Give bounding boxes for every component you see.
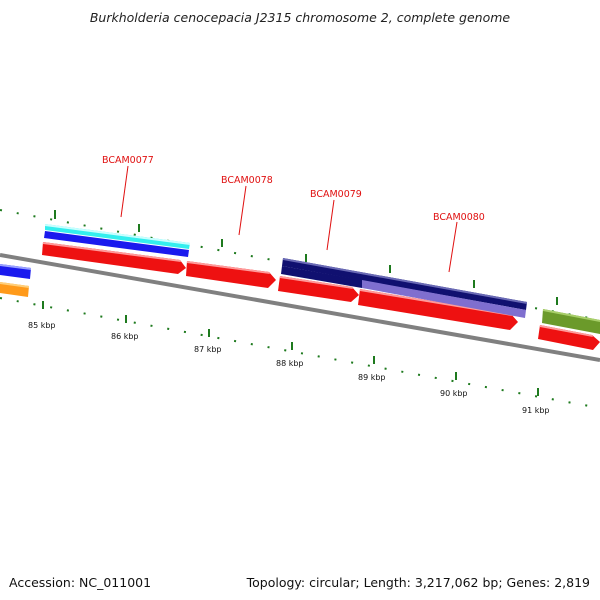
partial-olive-feature (542, 309, 600, 334)
kbp-label-group: 85 kbp 86 kbp 87 kbp 88 kbp 89 kbp 90 kb… (28, 321, 550, 415)
cds-arrow-highlight (187, 261, 270, 274)
partial-olive-highlight (543, 309, 600, 322)
blue-hit-bar (44, 231, 189, 257)
kbp-label: 88 kbp (276, 359, 304, 368)
kbp-label: 89 kbp (358, 373, 386, 382)
cds-arrow-bcam0077 (42, 242, 186, 274)
gene-label-bcam0077: BCAM0077 (102, 155, 154, 166)
leader-line-bcam0079 (326, 199, 335, 251)
cds-arrow-partial-right (538, 325, 600, 350)
kbp-label: 87 kbp (194, 345, 222, 354)
leader-line-bcam0078 (238, 185, 247, 236)
kbp-label: 90 kbp (440, 389, 468, 398)
accession-label: Accession: NC_011001 (9, 575, 152, 590)
cds-arrow-bcam0080 (358, 289, 518, 330)
cds-arrow-bcam0079 (278, 276, 359, 302)
cds-track (42, 242, 600, 350)
cds-arrow-highlight (540, 325, 593, 337)
bcam0079-0080-blast-hits (281, 258, 527, 318)
gene-label-group: BCAM0077 BCAM0078 BCAM0079 BCAM0080 (102, 155, 485, 223)
partial-blue-highlight (0, 264, 31, 270)
partial-orange-highlight (0, 282, 29, 288)
cds-arrow-bcam0078 (186, 261, 276, 288)
map-title: Burkholderia cenocepacia J2315 chromosom… (89, 10, 511, 25)
leader-line-bcam0077 (120, 165, 129, 218)
gene-label-bcam0078: BCAM0078 (221, 175, 273, 186)
inner-tick-track (0, 297, 600, 409)
leader-line-bcam0080 (448, 221, 458, 273)
kbp-label: 91 kbp (522, 406, 550, 415)
cyan-hit-highlight (45, 224, 190, 245)
navy-hit-highlight (283, 258, 527, 304)
genome-summary-label: Topology: circular; Length: 3,217,062 bp… (246, 575, 590, 590)
navy-hit-bar (282, 258, 527, 310)
outer-tick-track (0, 209, 600, 321)
kbp-label: 85 kbp (28, 321, 56, 330)
kbp-label: 86 kbp (111, 332, 139, 341)
gene-label-leaders (120, 165, 458, 273)
gene-label-bcam0080: BCAM0080 (433, 212, 485, 223)
left-partial-features (0, 264, 31, 297)
lavender-hit-bar (362, 280, 526, 318)
gene-label-bcam0079: BCAM0079 (310, 189, 362, 200)
navy-hit-bar-lower (281, 266, 362, 288)
cds-arrow-highlight (43, 242, 181, 262)
cds-arrow-highlight (280, 276, 353, 289)
cds-arrow-highlight (360, 289, 512, 316)
genome-backbone (0, 253, 600, 362)
bcam0077-blast-hits (44, 224, 190, 257)
